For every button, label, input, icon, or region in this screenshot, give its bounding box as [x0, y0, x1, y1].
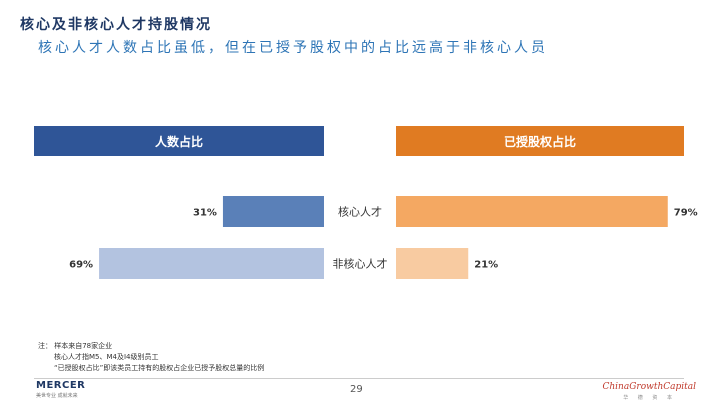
- left-bar-label-2: 69%: [69, 260, 93, 271]
- left-bar-1: [222, 196, 324, 227]
- mercer-tagline: 美世专业 成就未来: [36, 393, 78, 399]
- page-title: 核心及非核心人才持股情况: [20, 17, 212, 33]
- right-bar-label-1: 79%: [674, 208, 698, 219]
- left-bar-label-1: 31%: [193, 208, 217, 219]
- footnote-2: 核心人才指M5、M4及I4级别员工: [54, 353, 159, 361]
- footnotes: 注： 样本来自78家企业 核心人才指M5、M4及I4级别员工 “已授股权占比”即…: [38, 341, 264, 374]
- mercer-logo: MERCER 美世专业 成就未来: [36, 380, 85, 399]
- right-bar-1: [396, 196, 668, 227]
- category-label-2: 非核心人才: [333, 257, 388, 271]
- right-series-header: 已授股权占比: [396, 126, 684, 156]
- footnote-1: 注： 样本来自78家企业: [38, 342, 113, 350]
- right-bar-label-2: 21%: [474, 260, 498, 271]
- footnote-3: “已授股权占比”即该类员工持有的股权占企业已授予股权总量的比例: [54, 364, 265, 372]
- page-number: 29: [350, 384, 363, 395]
- footer-divider: [34, 378, 684, 379]
- right-bar-2: [396, 248, 469, 279]
- page-subtitle: 核心人才人数占比虽低，但在已授予股权中的占比远高于非核心人员: [38, 40, 548, 56]
- mercer-logo-text: MERCER: [36, 380, 86, 391]
- brand-logo-text: ChinaGrowthCapital: [602, 382, 696, 392]
- category-label-1: 核心人才: [338, 205, 382, 219]
- butterfly-bar-chart: 31% 79% 核心人才 69% 21% 非核心人才: [69, 196, 698, 279]
- left-bar-2: [99, 248, 324, 279]
- left-series-header: 人数占比: [34, 126, 324, 156]
- brand-logo-subtext: 华 德 资 本: [623, 395, 676, 401]
